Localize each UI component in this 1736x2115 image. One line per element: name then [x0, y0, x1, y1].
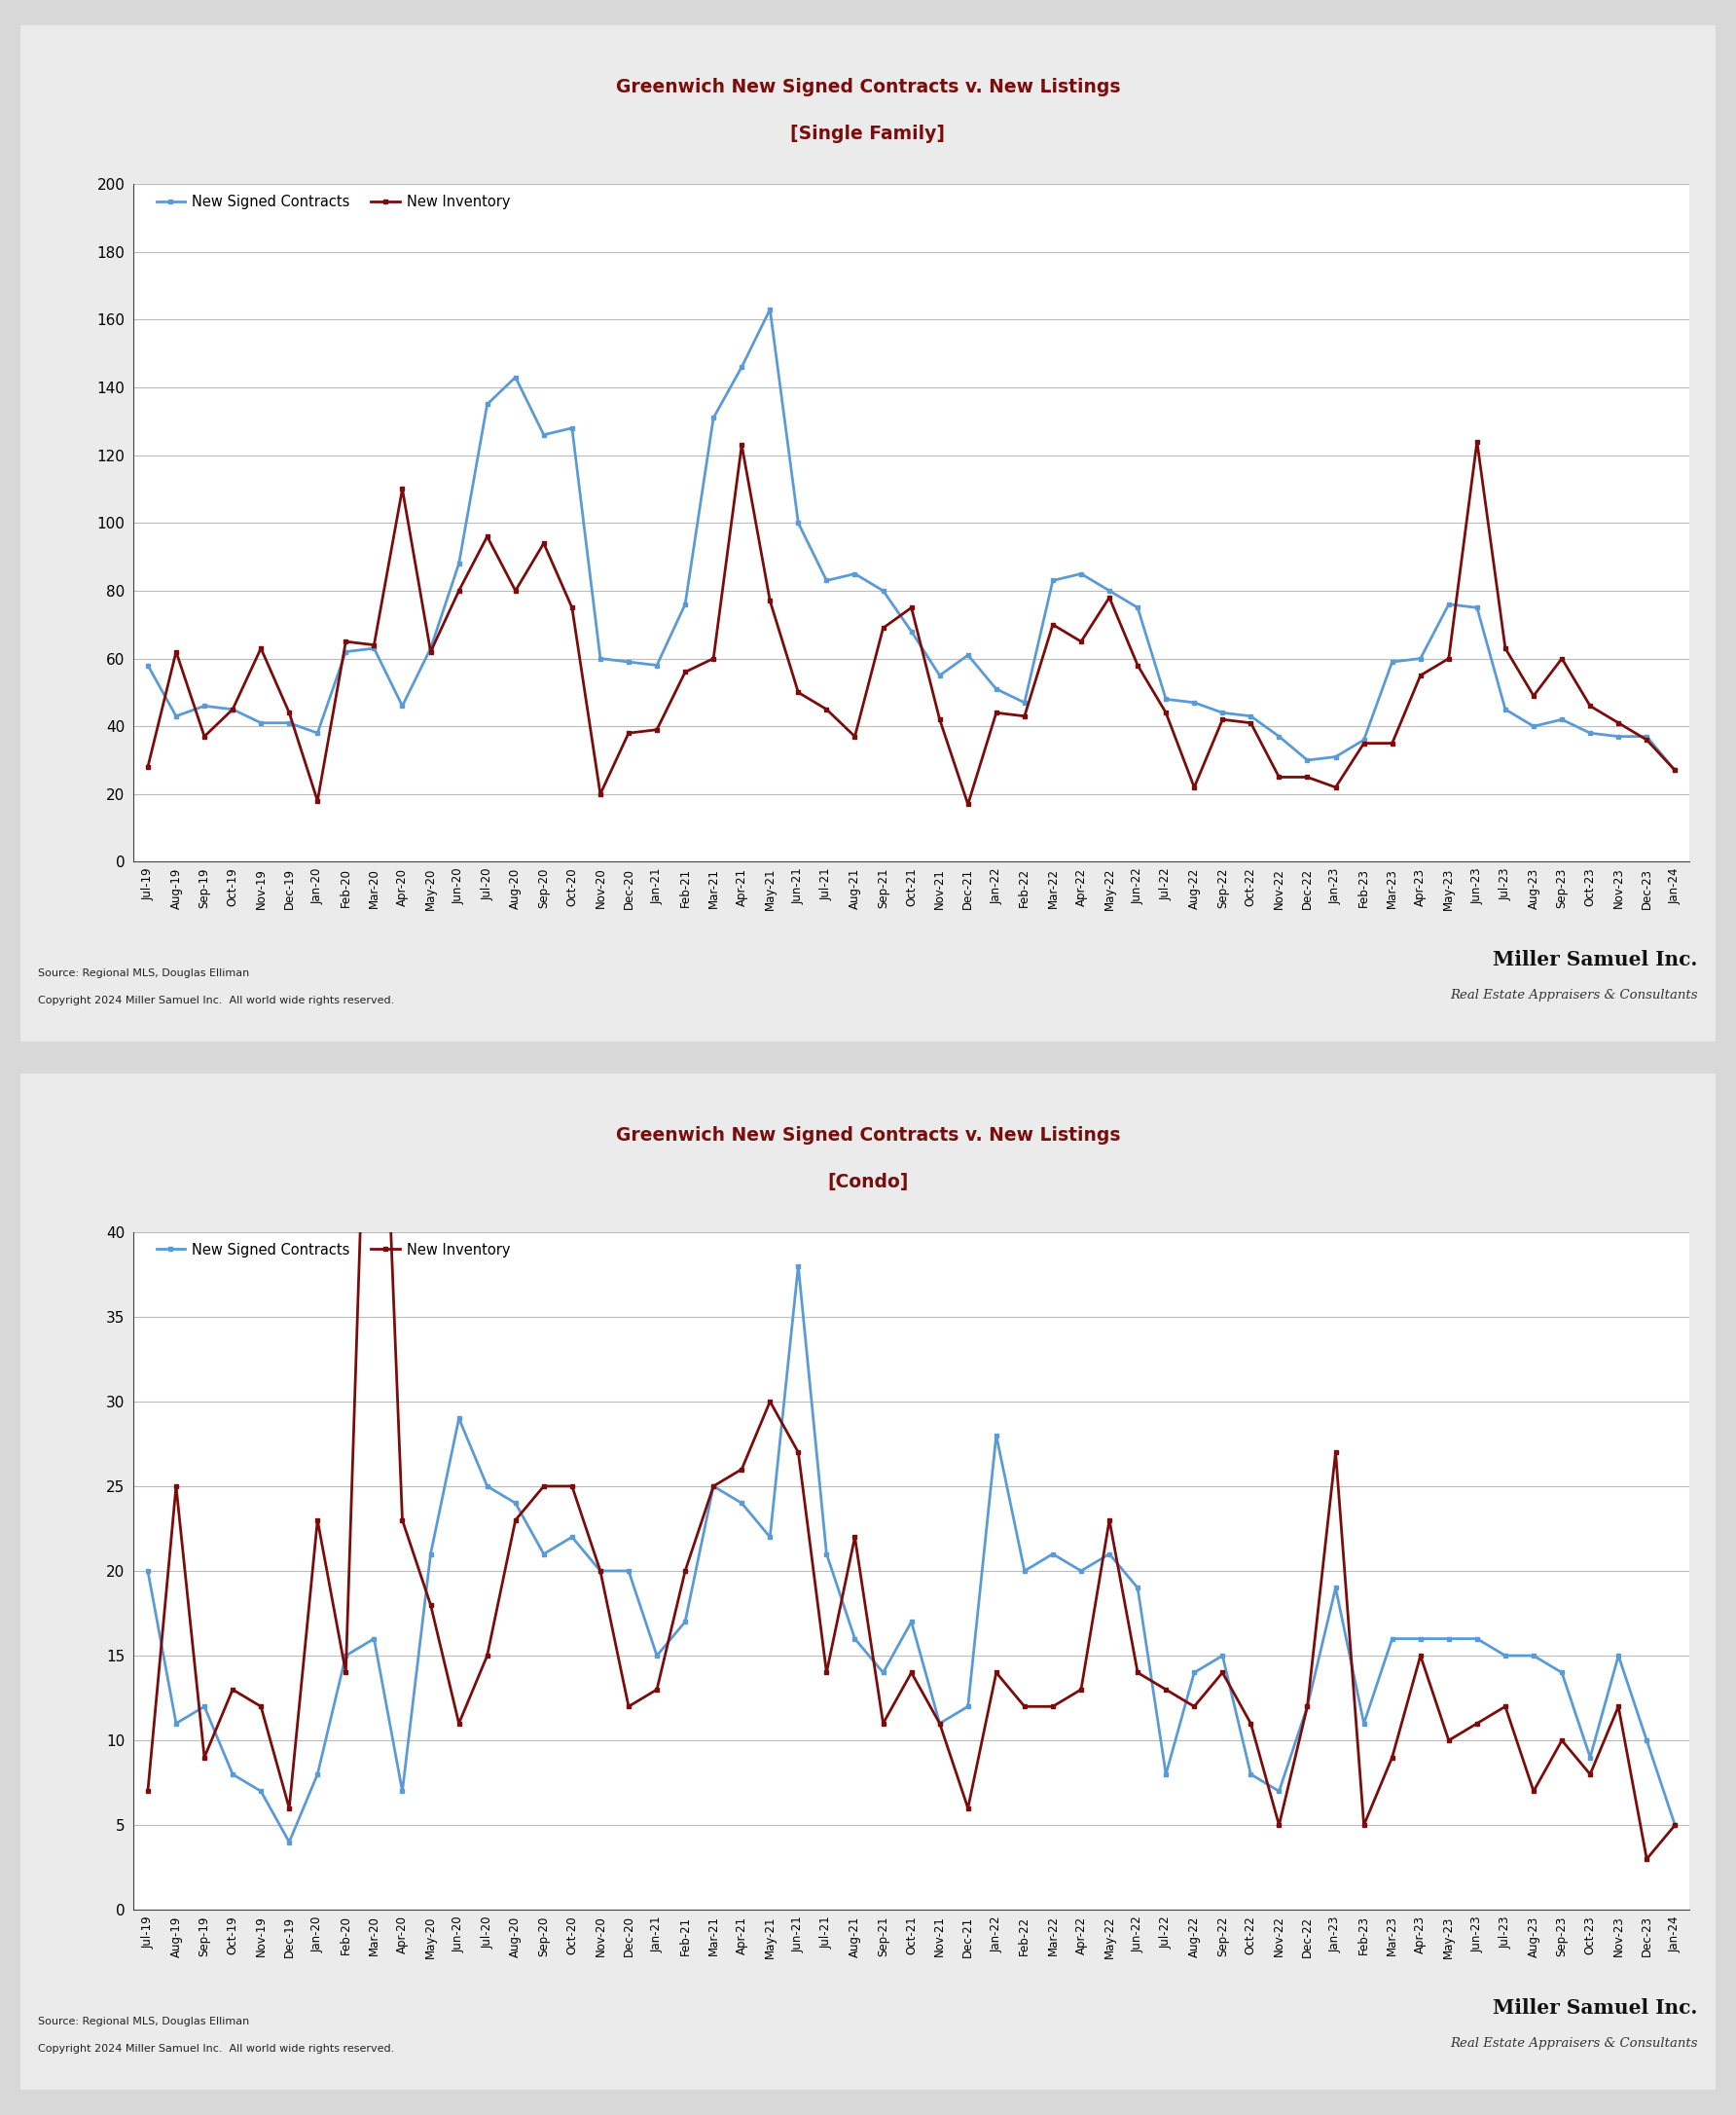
Text: Real Estate Appraisers & Consultants: Real Estate Appraisers & Consultants [1450, 2037, 1698, 2049]
Text: Copyright 2024 Miller Samuel Inc.  All world wide rights reserved.: Copyright 2024 Miller Samuel Inc. All wo… [38, 2043, 394, 2054]
Text: Source: Regional MLS, Douglas Elliman: Source: Regional MLS, Douglas Elliman [38, 2016, 250, 2026]
Text: Greenwich New Signed Contracts v. New Listings: Greenwich New Signed Contracts v. New Li… [616, 78, 1120, 97]
Text: Greenwich New Signed Contracts v. New Listings: Greenwich New Signed Contracts v. New Li… [616, 1125, 1120, 1144]
Text: Copyright 2024 Miller Samuel Inc.  All world wide rights reserved.: Copyright 2024 Miller Samuel Inc. All wo… [38, 996, 394, 1007]
Text: Miller Samuel Inc.: Miller Samuel Inc. [1493, 1999, 1698, 2018]
Text: [Single Family]: [Single Family] [790, 125, 946, 144]
Text: Real Estate Appraisers & Consultants: Real Estate Appraisers & Consultants [1450, 990, 1698, 1003]
Text: [Condo]: [Condo] [828, 1172, 908, 1191]
Legend: New Signed Contracts, New Inventory: New Signed Contracts, New Inventory [156, 1242, 510, 1256]
Legend: New Signed Contracts, New Inventory: New Signed Contracts, New Inventory [156, 195, 510, 209]
Text: Source: Regional MLS, Douglas Elliman: Source: Regional MLS, Douglas Elliman [38, 969, 250, 977]
Text: Miller Samuel Inc.: Miller Samuel Inc. [1493, 950, 1698, 969]
